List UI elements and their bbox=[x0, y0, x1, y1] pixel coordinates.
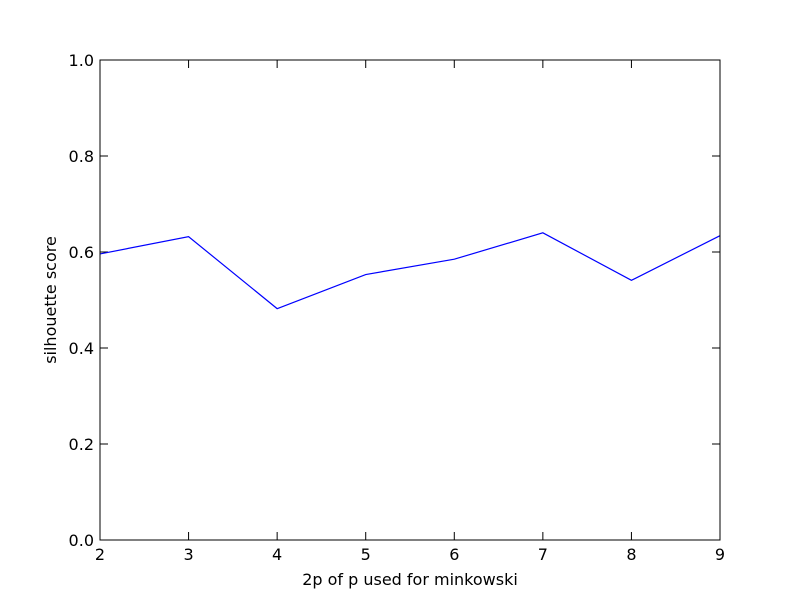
x-tick-label: 2 bbox=[95, 545, 105, 564]
x-tick-label: 3 bbox=[183, 545, 193, 564]
y-tick-label: 0.4 bbox=[69, 339, 94, 358]
plot-frame bbox=[99, 59, 721, 541]
x-tick-label: 5 bbox=[361, 545, 371, 564]
y-tick-label: 1.0 bbox=[69, 51, 94, 70]
x-tick-label: 8 bbox=[626, 545, 636, 564]
y-axis-label: silhouette score bbox=[41, 236, 60, 364]
y-tick-label: 0.6 bbox=[69, 243, 94, 262]
x-tick-label: 9 bbox=[715, 545, 725, 564]
series-line bbox=[99, 232, 721, 310]
x-axis-label: 2p of p used for minkowski bbox=[302, 570, 518, 589]
series-layer bbox=[99, 232, 721, 310]
x-tick-label: 4 bbox=[272, 545, 282, 564]
y-tick-label: 0.0 bbox=[69, 531, 94, 550]
y-tick-label: 0.2 bbox=[69, 435, 94, 454]
x-tick-label: 7 bbox=[538, 545, 548, 564]
x-tick-label: 6 bbox=[449, 545, 459, 564]
tick-labels-layer: 2 3 4 5 6 7 8 9 0.0 0.2 0.4 0.6 0.8 1.0 bbox=[69, 51, 726, 564]
ticks-layer bbox=[99, 59, 721, 541]
y-tick-label: 0.8 bbox=[69, 147, 94, 166]
